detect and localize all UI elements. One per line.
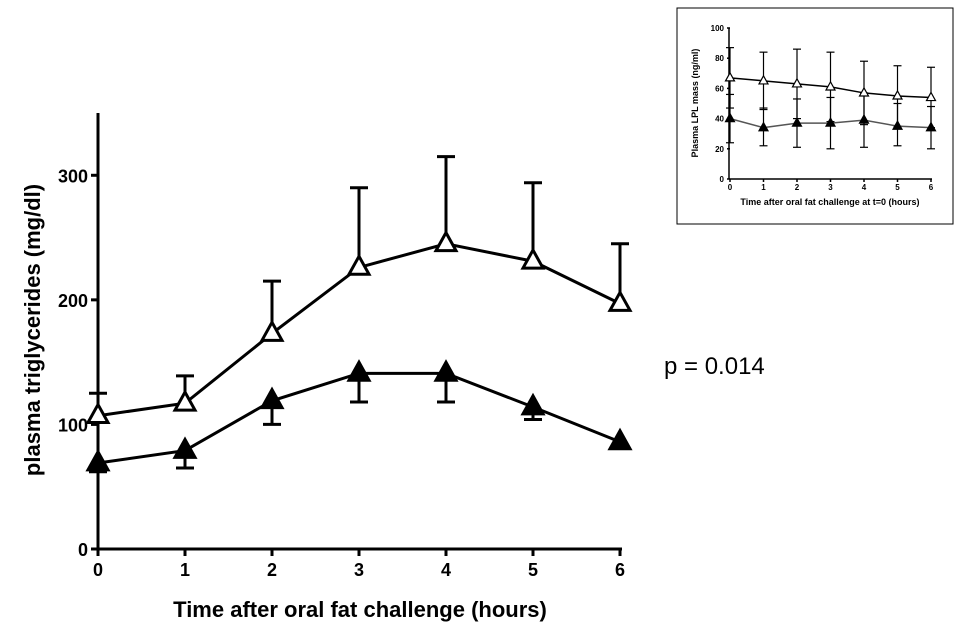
inset-y-tick-label: 40 (715, 115, 724, 124)
inset-open-triangle-marker (791, 77, 803, 88)
inset-filled-triangle-marker (791, 116, 803, 127)
main-x-tick-label: 1 (180, 560, 190, 580)
main-open-triangle-marker (433, 229, 459, 253)
main-open-triangle-marker (607, 289, 633, 312)
inset-open-triangle-marker (824, 80, 837, 91)
main-open-triangle-marker (172, 389, 198, 412)
main-open-triangle-marker (259, 319, 285, 342)
inset-open-triangle-marker (724, 71, 736, 82)
inset-x-tick-label: 3 (828, 183, 833, 192)
inset-open-triangle-marker (891, 89, 904, 100)
inset-x-tick-label: 6 (929, 183, 934, 192)
inset-y-tick-label: 60 (715, 84, 724, 93)
inset-y-axis-label: Plasma LPL mass (ng/ml) (690, 49, 700, 158)
inset-filled-triangle-marker (858, 113, 870, 124)
inset-filled-triangle-marker (891, 119, 904, 130)
inset-y-tick-label: 80 (715, 54, 724, 63)
main-open-triangle-marker (85, 401, 111, 425)
main-filled-triangle-marker (520, 392, 546, 416)
inset-y-tick-label: 100 (711, 24, 725, 33)
main-x-tick-label: 0 (93, 560, 103, 580)
inset-x-tick-label: 4 (862, 183, 867, 192)
main-filled-triangle-marker (85, 448, 111, 472)
inset-x-tick-label: 5 (895, 183, 900, 192)
main-filled-triangle-marker (259, 386, 285, 410)
main-x-tick-label: 6 (615, 560, 625, 580)
inset-open-triangle-marker (757, 74, 770, 85)
main-y-tick-label: 300 (58, 166, 88, 186)
inset-filled-triangle-marker (824, 116, 837, 127)
inset-x-tick-label: 1 (761, 183, 766, 192)
inset-open-triangle-marker (858, 86, 870, 97)
inset-filled-triangle-marker (757, 121, 770, 132)
main-filled-triangle-marker (172, 436, 198, 459)
main-x-tick-label: 3 (354, 560, 364, 580)
main-filled-triangle-marker (346, 359, 372, 382)
inset-open-triangle-marker (925, 91, 937, 102)
p-value-annotation: p = 0.014 (664, 353, 765, 380)
main-x-tick-label: 5 (528, 560, 538, 580)
inset-y-tick-label: 20 (715, 145, 724, 154)
main-x-tick-label: 4 (441, 560, 451, 580)
main-filled-triangle-marker (433, 359, 459, 382)
inset-x-axis-label: Time after oral fat challenge at t=0 (ho… (740, 197, 919, 207)
main-y-tick-label: 200 (58, 291, 88, 311)
main-y-tick-label: 0 (78, 540, 88, 560)
main-filled-triangle-marker (607, 427, 633, 451)
main-open-triangle-marker (520, 246, 546, 270)
main-y-axis-label: plasma triglycerides (mg/dl) (20, 184, 45, 476)
inset-filled-triangle-marker (925, 121, 937, 132)
main-x-axis-label: Time after oral fat challenge (hours) (173, 597, 547, 622)
main-x-tick-label: 2 (267, 560, 277, 580)
inset-x-tick-label: 2 (795, 183, 800, 192)
inset-frame (676, 7, 954, 225)
main-open-triangle-marker (346, 253, 372, 276)
inset-filled-triangle-marker (724, 112, 736, 123)
inset-y-tick-label: 0 (720, 175, 725, 184)
main-y-tick-label: 100 (58, 415, 88, 435)
inset-x-tick-label: 0 (728, 183, 733, 192)
